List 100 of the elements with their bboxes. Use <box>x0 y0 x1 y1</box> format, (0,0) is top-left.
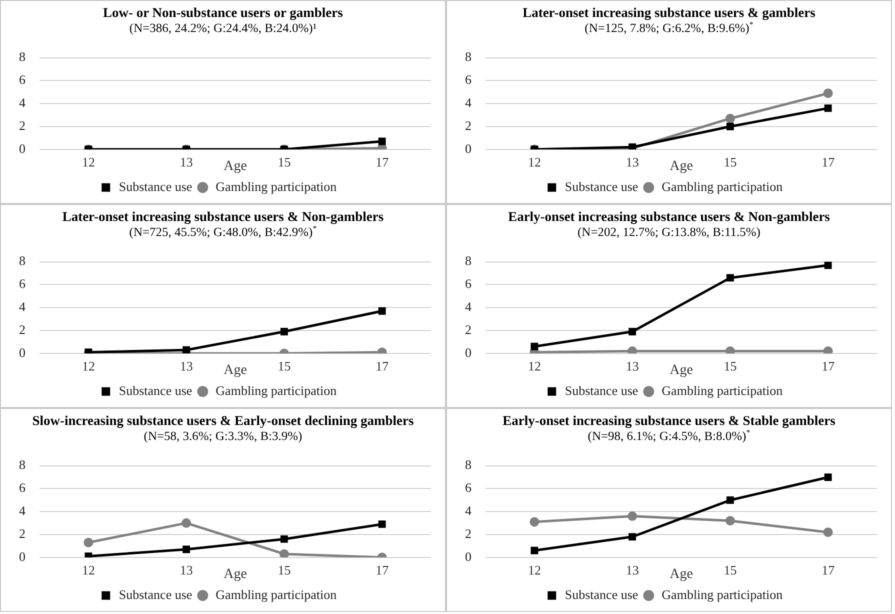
x-axis-title: Age <box>670 363 693 378</box>
legend-label: Substance use <box>118 586 192 602</box>
y-tick-label: 4 <box>465 503 472 518</box>
y-tick-label: 8 <box>465 253 472 268</box>
point <box>824 474 832 481</box>
x-tick-label: 17 <box>376 154 390 170</box>
x-tick-label: 15 <box>278 358 291 374</box>
point <box>725 346 735 354</box>
x-tick-label: 12 <box>82 154 95 170</box>
legend-label: Gambling participation <box>216 178 338 194</box>
point <box>530 517 540 527</box>
y-tick-label: 8 <box>465 49 472 64</box>
x-tick-label: 17 <box>822 154 836 170</box>
legend-label: Substance use <box>118 178 192 194</box>
chart-title: Later-onset increasing substance users & gamblers <box>522 5 816 21</box>
x-tick-label: 13 <box>180 358 193 374</box>
point <box>628 533 636 541</box>
point <box>280 328 288 336</box>
x-axis-title: Age <box>670 159 693 174</box>
y-tick-label: 2 <box>19 118 26 133</box>
legend-label: Gambling participation <box>662 586 784 602</box>
x-tick-label: 15 <box>278 154 291 170</box>
point <box>378 307 386 315</box>
x-tick-label: 15 <box>724 358 737 374</box>
x-tick-label: 15 <box>724 562 737 578</box>
y-tick-label: 6 <box>19 480 26 496</box>
point <box>182 518 192 528</box>
y-tick-label: 0 <box>19 344 26 360</box>
chart-subtitle: (N=98, 6.1%; G:4.5%, B:8.0%)$^{*}$ <box>588 428 752 444</box>
x-axis-title: Age <box>224 567 247 582</box>
x-tick-label: 17 <box>822 358 836 374</box>
y-tick-label: 8 <box>19 49 26 64</box>
y-tick-label: 2 <box>465 526 472 541</box>
x-tick-label: 17 <box>822 562 836 578</box>
x-axis-title: Age <box>670 567 693 582</box>
y-tick-label: 2 <box>465 118 472 133</box>
point <box>378 520 386 528</box>
point <box>628 511 638 521</box>
point <box>628 328 636 336</box>
legend-label: Gambling participation <box>662 382 784 398</box>
point <box>84 538 94 548</box>
legend-label: Gambling participation <box>662 178 784 194</box>
chart-title: Early-onset increasing substance users & Non-gamblers <box>507 209 831 225</box>
y-tick-label: 6 <box>465 276 472 292</box>
legend-label: Gambling participation <box>216 382 338 398</box>
chart-title: Low- or Non-substance users or gamblers <box>102 5 344 21</box>
x-tick-label: 12 <box>528 358 541 374</box>
y-tick-label: 0 <box>465 548 472 564</box>
x-tick-label: 13 <box>626 154 639 170</box>
legend-label: Substance use <box>564 382 638 398</box>
x-tick-label: 13 <box>626 562 639 578</box>
point <box>823 88 833 98</box>
y-tick-label: 2 <box>19 322 26 337</box>
point <box>280 535 288 543</box>
chart-title: Later-onset increasing substance users & Non-gamblers <box>61 209 385 225</box>
y-tick-label: 4 <box>465 299 472 314</box>
chart-subtitle: (N=202, 12.7%; G:13.8%, B:11.5%) <box>576 225 762 240</box>
x-tick-label: 12 <box>82 358 95 374</box>
x-axis-title: Age <box>224 363 247 378</box>
point <box>823 346 833 354</box>
x-tick-label: 13 <box>180 154 193 170</box>
point <box>823 527 833 537</box>
chart-title: Slow-increasing substance users & Early-onset declining gamblers <box>31 413 415 429</box>
point <box>726 496 734 504</box>
y-tick-label: 4 <box>465 95 472 110</box>
y-tick-label: 6 <box>465 480 472 496</box>
y-tick-label: 2 <box>465 322 472 337</box>
legend-label: Gambling participation <box>216 586 338 602</box>
point <box>530 546 538 554</box>
y-tick-label: 6 <box>19 276 26 292</box>
legend-label: Substance use <box>564 586 638 602</box>
y-tick-label: 4 <box>19 299 26 314</box>
point <box>725 516 735 526</box>
chart-subtitle: (N=125, 7.8%; G:6.2%, B:9.6%)$^{*}$ <box>584 20 754 36</box>
chart-subtitle: (N=386, 24.2%; G:24.4%, B:24.0%)¹ <box>128 21 318 36</box>
point <box>824 262 832 269</box>
point <box>530 342 538 350</box>
x-tick-label: 12 <box>528 154 541 170</box>
point <box>726 274 734 282</box>
y-tick-label: 0 <box>465 140 472 156</box>
y-tick-label: 8 <box>465 457 472 472</box>
y-tick-label: 0 <box>19 140 26 156</box>
chart-title: Early-onset increasing substance users & Stable gamblers <box>502 413 836 429</box>
legend-label: Substance use <box>118 382 192 398</box>
x-tick-label: 12 <box>528 562 541 578</box>
x-tick-label: 13 <box>180 562 193 578</box>
x-tick-label: 13 <box>626 358 639 374</box>
y-tick-label: 0 <box>19 548 26 564</box>
point <box>725 114 735 124</box>
y-tick-label: 4 <box>19 503 26 518</box>
y-tick-label: 0 <box>465 344 472 360</box>
y-tick-label: 8 <box>19 253 26 268</box>
x-tick-label: 12 <box>82 562 95 578</box>
x-tick-label: 17 <box>376 562 390 578</box>
x-axis-title: Age <box>224 159 247 174</box>
y-tick-label: 6 <box>19 72 26 88</box>
point <box>628 346 638 354</box>
y-tick-label: 8 <box>19 457 26 472</box>
point <box>182 346 190 354</box>
legend-label: Substance use <box>564 178 638 194</box>
